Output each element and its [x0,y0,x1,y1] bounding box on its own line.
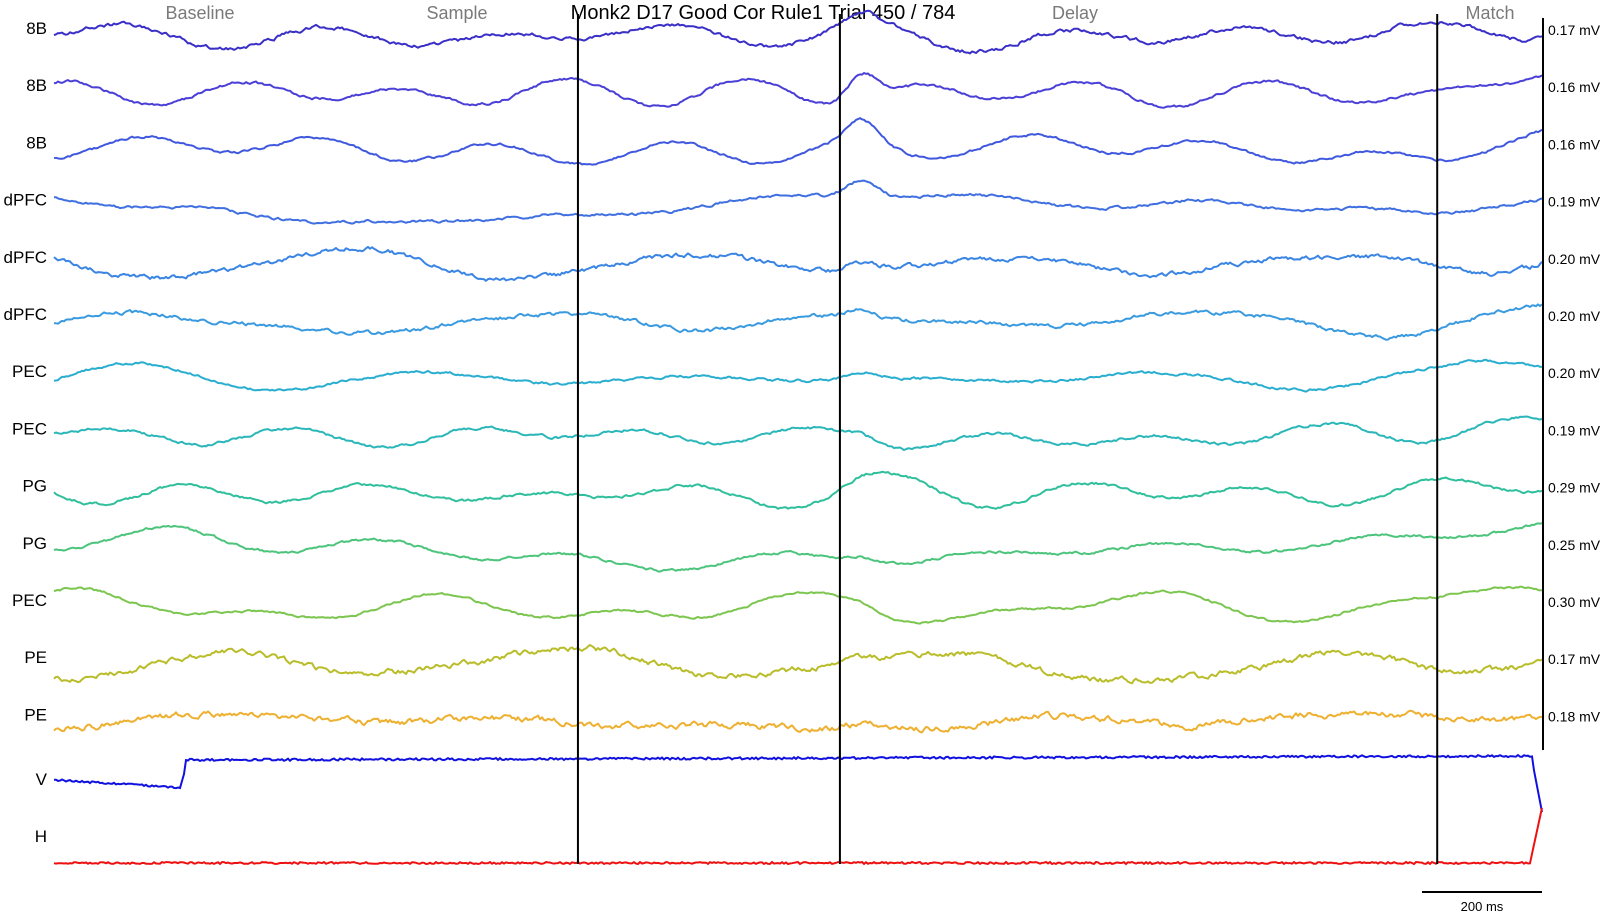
amplitude-scale-label: 0.16 mV [1548,79,1601,95]
amplitude-scale-label: 0.19 mV [1548,194,1601,210]
lfp-trace [53,470,1543,510]
eye-label-vertical: V [36,770,48,789]
lfp-trace [53,709,1543,734]
amplitude-scale-label: 0.20 mV [1548,365,1601,381]
lfp-trace [53,415,1543,451]
amplitude-scale-label: 0.29 mV [1548,480,1601,496]
channel-label: 8B [26,76,47,95]
amplitude-scale-label: 0.19 mV [1548,422,1601,438]
lfp-trace [53,9,1543,55]
lfp-trace [53,245,1543,282]
chart-title: Monk2 D17 Good Cor Rule1 Trial 450 / 784 [571,2,956,24]
lfp-trace [53,644,1543,685]
epoch-labels: Baseline Sample Delay Match [165,3,1514,23]
event-lines [576,14,1439,864]
eye-trace-horizontal [53,807,1543,866]
lfp-trace [53,72,1543,109]
channel-labels: 8B 8B 8B dPFC dPFC dPFC PEC PEC PG PG PEC PE PE [4,19,47,724]
time-scale-bar-label: 200 ms [1461,899,1504,914]
amplitude-scale-label: 0.17 mV [1548,651,1601,667]
lfp-trace [53,179,1543,225]
epoch-label-delay: Delay [1052,3,1098,23]
lfp-trace [53,585,1543,625]
channel-label: PE [24,705,47,724]
lfp-trace [53,522,1543,573]
epoch-label-baseline: Baseline [165,3,234,23]
time-scale-bar: 200 ms [1422,891,1542,914]
lfp-trace [53,303,1543,341]
amplitude-scale-label: 0.18 mV [1548,708,1601,724]
amplitude-scale-labels: 0.17 mV 0.16 mV 0.16 mV 0.19 mV 0.20 mV 0.20 … [1548,22,1601,724]
eye-label-horizontal: H [35,827,47,846]
channel-label: 8B [26,133,47,152]
channel-label: PEC [12,419,47,438]
channel-label: dPFC [4,248,47,267]
amplitude-scale-label: 0.25 mV [1548,537,1601,553]
channel-label: PEC [12,591,47,610]
channel-label: PE [24,648,47,667]
epoch-label-match: Match [1465,3,1514,23]
channel-label: PG [22,534,47,553]
channel-label: 8B [26,19,47,38]
epoch-label-sample: Sample [426,3,487,23]
channel-label: PEC [12,362,47,381]
amplitude-scale-label: 0.20 mV [1548,308,1601,324]
channel-label: dPFC [4,191,47,210]
channel-label: dPFC [4,305,47,324]
lfp-trace [53,117,1543,166]
eye-position-traces: VH [35,753,1543,866]
channel-label: PG [22,477,47,496]
amplitude-scale-label: 0.17 mV [1548,22,1601,38]
lfp-traces [53,9,1543,734]
amplitude-scale-label: 0.16 mV [1548,136,1601,152]
eye-trace-vertical [54,753,1543,813]
amplitude-scale-label: 0.20 mV [1548,251,1601,267]
lfp-trace [53,358,1543,393]
amplitude-scale-label: 0.30 mV [1548,594,1601,610]
